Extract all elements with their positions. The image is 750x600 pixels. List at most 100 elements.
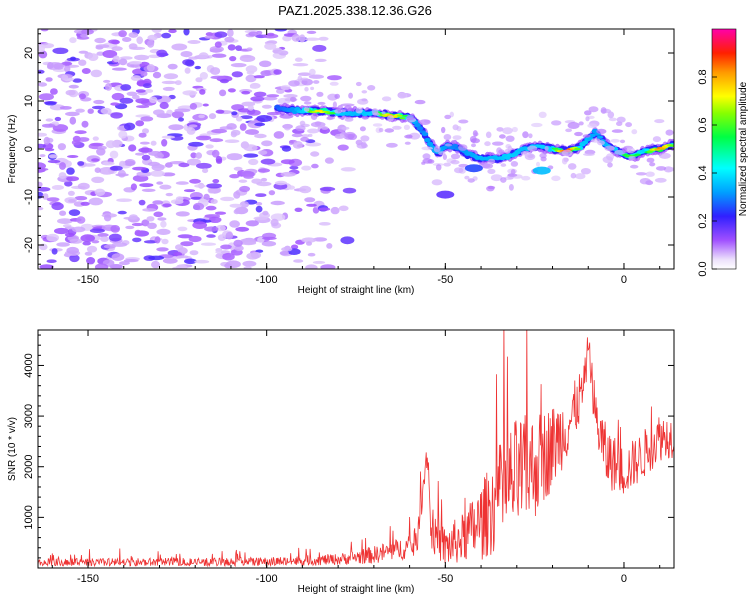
heatmap-cell bbox=[262, 236, 277, 240]
heatmap-cell bbox=[301, 134, 310, 138]
heatmap-cell bbox=[300, 136, 309, 142]
heatmap-cell bbox=[281, 246, 293, 252]
heatmap-cell bbox=[180, 241, 194, 247]
heatmap-cell bbox=[91, 158, 100, 162]
heatmap-cell bbox=[129, 46, 146, 51]
heatmap-cell bbox=[356, 142, 368, 149]
heatmap-cell bbox=[154, 153, 165, 159]
heatmap-cell bbox=[122, 37, 132, 42]
heatmap-cell bbox=[510, 169, 516, 175]
heatmap-cell bbox=[386, 142, 398, 148]
heatmap-cell bbox=[67, 155, 79, 158]
heatmap-cell bbox=[118, 130, 128, 139]
heatmap-cell bbox=[245, 65, 258, 73]
heatmap-cell bbox=[235, 226, 250, 232]
heatmap-cell bbox=[203, 193, 210, 201]
heatmap-cell bbox=[175, 244, 184, 251]
heatmap-cell bbox=[41, 123, 56, 128]
heatmap-cell bbox=[381, 96, 392, 102]
heatmap-cell bbox=[639, 178, 651, 185]
heatmap-cell bbox=[39, 264, 54, 269]
heatmap-cell bbox=[355, 107, 363, 114]
x-tick-label: -50 bbox=[437, 573, 453, 585]
heatmap-cell bbox=[230, 63, 247, 68]
heatmap-cell bbox=[162, 203, 172, 208]
heatmap-cell bbox=[254, 133, 267, 139]
heatmap-cell bbox=[567, 163, 577, 170]
colorbar-ticks: 0.0 0.2 0.4 0.6 0.8 bbox=[697, 69, 717, 277]
heatmap-cell bbox=[247, 105, 254, 111]
heatmap-cell bbox=[66, 176, 79, 182]
heatmap-cell bbox=[57, 143, 66, 151]
heatmap-cell bbox=[72, 226, 86, 233]
heatmap-cell bbox=[261, 240, 277, 247]
snr-panel: -150 -100 -50 0 1000 2000 3000 4000 Height of s… bbox=[7, 329, 675, 595]
heatmap-cell bbox=[490, 174, 503, 182]
heatmap-cell bbox=[521, 175, 531, 181]
heatmap-cell bbox=[597, 140, 605, 146]
snr-ylabel: SNR (10 * v/v) bbox=[7, 417, 18, 481]
heatmap-cell bbox=[142, 208, 157, 212]
heatmap-cell bbox=[108, 233, 122, 242]
heatmap-cell bbox=[243, 266, 252, 269]
heatmap-cell bbox=[507, 173, 518, 177]
heatmap-cell bbox=[313, 80, 320, 84]
heatmap-cell bbox=[464, 175, 470, 180]
heatmap-cell bbox=[88, 197, 104, 206]
heatmap-cell bbox=[167, 63, 178, 70]
heatmap-cell bbox=[161, 135, 176, 139]
heatmap-cell bbox=[250, 251, 262, 259]
heatmap-cell bbox=[403, 124, 410, 130]
heatmap-cell bbox=[143, 83, 152, 89]
y-tick-label: -10 bbox=[23, 189, 35, 205]
heatmap-cell bbox=[307, 133, 313, 137]
heatmap-cell bbox=[100, 236, 109, 243]
heatmap-cell bbox=[209, 138, 224, 143]
heatmap-cell bbox=[178, 162, 190, 168]
heatmap-cell bbox=[665, 166, 674, 172]
heatmap-cell bbox=[387, 115, 394, 122]
heatmap-cell bbox=[326, 243, 333, 249]
heatmap-cell bbox=[246, 47, 253, 51]
heatmap-cell bbox=[398, 92, 408, 99]
heatmap-cell bbox=[174, 80, 182, 86]
heatmap-cell bbox=[405, 134, 413, 139]
heatmap-cell bbox=[500, 163, 507, 167]
heatmap-cell bbox=[94, 188, 106, 196]
heatmap-cell bbox=[304, 86, 309, 92]
y-tick-label: 20 bbox=[23, 47, 35, 59]
heatmap-cell bbox=[344, 105, 352, 112]
heatmap-cell bbox=[361, 115, 369, 120]
heatmap-cell bbox=[470, 138, 480, 144]
heatmap-cell bbox=[189, 178, 201, 184]
heatmap-cell bbox=[163, 73, 179, 80]
heatmap-cell bbox=[294, 57, 303, 62]
heatmap-cell bbox=[329, 81, 339, 86]
heatmap-cell bbox=[596, 135, 604, 139]
heatmap-cell bbox=[295, 125, 306, 132]
heatmap-cell bbox=[355, 81, 362, 87]
heatmap-cell bbox=[175, 264, 188, 269]
heatmap-cell bbox=[110, 165, 123, 171]
heatmap-cell bbox=[38, 187, 51, 192]
heatmap-cell bbox=[581, 140, 589, 145]
heatmap-cell bbox=[467, 178, 475, 183]
heatmap-cell bbox=[227, 44, 236, 51]
heatmap-cell bbox=[649, 162, 656, 167]
heatmap-cell bbox=[160, 220, 167, 228]
heatmap-cell bbox=[528, 133, 533, 139]
heatmap-cell bbox=[260, 70, 273, 77]
heatmap-cell bbox=[520, 150, 532, 156]
heatmap-cell bbox=[152, 71, 162, 79]
heatmap-cell bbox=[342, 187, 357, 194]
heatmap-cell bbox=[116, 198, 132, 202]
heatmap-cell bbox=[396, 114, 404, 117]
heatmap-cell bbox=[132, 174, 149, 182]
heatmap-cell bbox=[229, 220, 241, 228]
heatmap-cell bbox=[600, 107, 607, 114]
heatmap-cell bbox=[47, 62, 54, 69]
heatmap-cell bbox=[129, 60, 142, 65]
heatmap-cell bbox=[280, 159, 295, 165]
heatmap-cell bbox=[372, 123, 383, 127]
heatmap-cell bbox=[260, 177, 268, 182]
